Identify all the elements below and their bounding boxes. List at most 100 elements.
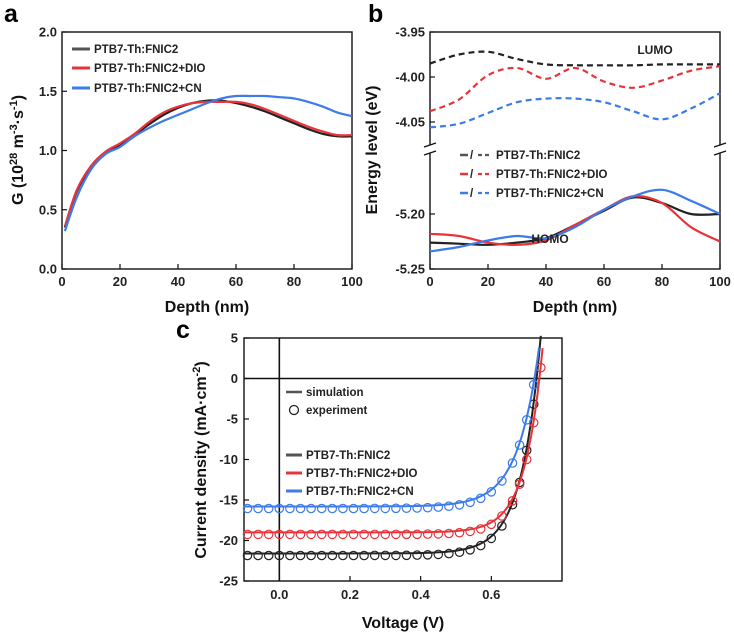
panel-c-experiment-point-2	[444, 501, 454, 511]
panel-c-ytick-label: 0	[231, 371, 238, 386]
panel-c-experiment-point-2	[507, 458, 518, 468]
panel-c-experiment-point-1	[465, 526, 475, 537]
panel-a-ytick-label: 0.0	[39, 262, 57, 277]
panel-a-xtick-label: 0	[58, 274, 65, 289]
panel-c-ytick-label: -15	[219, 493, 238, 508]
panel-a-xtick-label: 100	[341, 274, 363, 289]
panel-b-lumo-series-2	[429, 92, 721, 129]
panel-c-experiment-point-0	[391, 550, 401, 561]
panel-c-simulation-series-2	[244, 347, 540, 508]
panel-c-experiment-point-0	[263, 550, 274, 561]
panel-a-xtick-label: 40	[171, 274, 185, 289]
panel-b-xtick-label: 20	[481, 274, 495, 289]
panel-a: 0 20 40 60 80 100 0.0 0.5 1.0 1.5 2.0 Depth (nm) G…	[8, 25, 363, 317]
legend-c-simulation: simulation	[306, 387, 364, 399]
panel-c-experiment-point-1	[242, 529, 253, 540]
panel-c-experiment-point-0	[380, 550, 391, 561]
panel-c-experiment-point-1	[338, 529, 348, 540]
panel-c-experiment-point-2	[486, 486, 497, 497]
panel-c-experiment-point-0	[274, 550, 285, 561]
panel-c-experiment-point-1	[521, 454, 532, 465]
panel-c-experiment-point-0	[338, 550, 348, 561]
panel-c-experiment-point-1	[359, 529, 369, 540]
panel-b-legend: / PTB7-Th:FNIC2 / PTB7-Th:FNIC2+DIO / PT…	[460, 150, 608, 200]
panel-c-experiment-point-1	[401, 529, 412, 540]
panel-b-ytick-label: -5.20	[395, 207, 425, 222]
panel-c-xlabel: Voltage (V)	[362, 615, 444, 632]
panel-c-experiment-point-2	[253, 503, 263, 514]
panel-b-homo-series-0	[429, 196, 721, 246]
panel-c-experiment-point-0	[369, 550, 380, 561]
panel-b-ytick-label: -4.05	[395, 115, 425, 130]
panel-c-experiment-point-2	[475, 493, 486, 504]
legend-c-label-1: PTB7-Th:FNIC2+DIO	[306, 468, 418, 480]
panel-c-experiment-point-1	[369, 529, 380, 540]
panel-a-ytick-label: 1.0	[39, 143, 57, 158]
panel-c-experiment-point-1	[316, 529, 327, 540]
panel-c-experiment-point-2	[348, 503, 359, 514]
panel-c-experiment-point-0	[401, 550, 412, 561]
axis-break-left	[423, 142, 437, 156]
panel-c-experiment-point-2	[338, 503, 348, 514]
panel-c-experiment-point-0	[422, 549, 433, 560]
panel-c-xtick-label: 0.2	[341, 587, 359, 602]
panel-c-experiment-point-0	[316, 550, 327, 561]
panel-c-experiment-point-0	[444, 548, 454, 559]
panel-b-lumo-series-1	[429, 65, 721, 113]
legend-b-label-1: PTB7-Th:FNIC2+DIO	[496, 169, 608, 181]
panel-c-experiment-point-2	[433, 502, 444, 512]
panel-a-ytick-label: 1.5	[39, 84, 57, 99]
panel-c-experiment-point-1	[253, 529, 263, 540]
legend-b-slash-1: /	[470, 169, 474, 181]
panel-c-experiment-point-1	[295, 529, 306, 540]
panel-b-xtick-label: 40	[539, 274, 553, 289]
panel-a-series-0	[63, 99, 353, 228]
panel-c-experiment-point-2	[316, 503, 327, 514]
lumo-annotation: LUMO	[637, 43, 672, 57]
legend-c-label-0: PTB7-Th:FNIC2	[306, 450, 390, 462]
panel-c-experiment-point-2	[369, 503, 380, 514]
panel-c-experiment-point-2	[263, 503, 274, 514]
panel-b-lumo-series-0	[429, 50, 720, 67]
panel-b-xtick-label: 100	[709, 274, 731, 289]
legend-b-label-0: PTB7-Th:FNIC2	[496, 150, 580, 162]
panel-a-legend: PTB7-Th:FNIC2 PTB7-Th:FNIC2+DIO PTB7-Th:…	[72, 44, 206, 95]
panel-c-experiment-point-2	[295, 503, 306, 514]
panel-c-ytick-label: -25	[219, 574, 238, 589]
panel-a-ytick-label: 2.0	[39, 25, 57, 40]
panel-c-experiment-point-0	[348, 550, 359, 561]
panel-c-experiment-point-2	[412, 503, 422, 513]
panel-a-xtick-label: 80	[287, 274, 301, 289]
panel-c-experiment-point-2	[242, 503, 253, 514]
axis-break-right	[713, 142, 727, 156]
panel-b-ylabel: Energy level (eV)	[364, 86, 381, 215]
panel-c-xtick-label: 0.0	[270, 587, 288, 602]
panel-c-experiment-point-1	[412, 529, 422, 540]
panel-c-experiment-point-1	[507, 495, 518, 506]
panel-a-series-2	[63, 94, 353, 232]
panel-c-experiment-point-2	[497, 476, 507, 486]
panel-c-experiment-point-1	[380, 529, 391, 540]
panel-c-experiment-point-1	[486, 519, 497, 530]
panel-c-experiment-point-1	[444, 528, 454, 539]
panel-c-experiment-point-1	[475, 524, 486, 534]
panel-c-experiment-point-1	[327, 529, 338, 540]
panel-c-experiment-point-2	[454, 499, 465, 510]
panel-label-b: b	[368, 0, 383, 28]
panel-c-experiment-point-1	[348, 529, 359, 540]
panel-c-experiment-point-0	[497, 521, 507, 531]
panel-a-xtick-label: 20	[113, 274, 127, 289]
panel-c-experiment-point-2	[391, 503, 401, 514]
panel-label-a: a	[4, 0, 19, 28]
panel-c-experiment-point-0	[242, 550, 253, 561]
panel-b-ytick-label: -4.00	[395, 70, 425, 85]
panel-c-experiment-point-1	[263, 529, 274, 540]
panel-c-ytick-label: 5	[231, 331, 238, 346]
panel-c-experiment-point-0	[465, 544, 475, 555]
panel-a-xtick-label: 60	[229, 274, 243, 289]
panel-c-experiment-point-0	[306, 550, 316, 561]
panel-c-experiment-point-0	[486, 533, 497, 544]
panel-c-xtick-label: 0.6	[482, 587, 500, 602]
panel-c-experiment-point-2	[380, 503, 391, 514]
panel-b-ytick-label: -5.25	[395, 262, 425, 277]
